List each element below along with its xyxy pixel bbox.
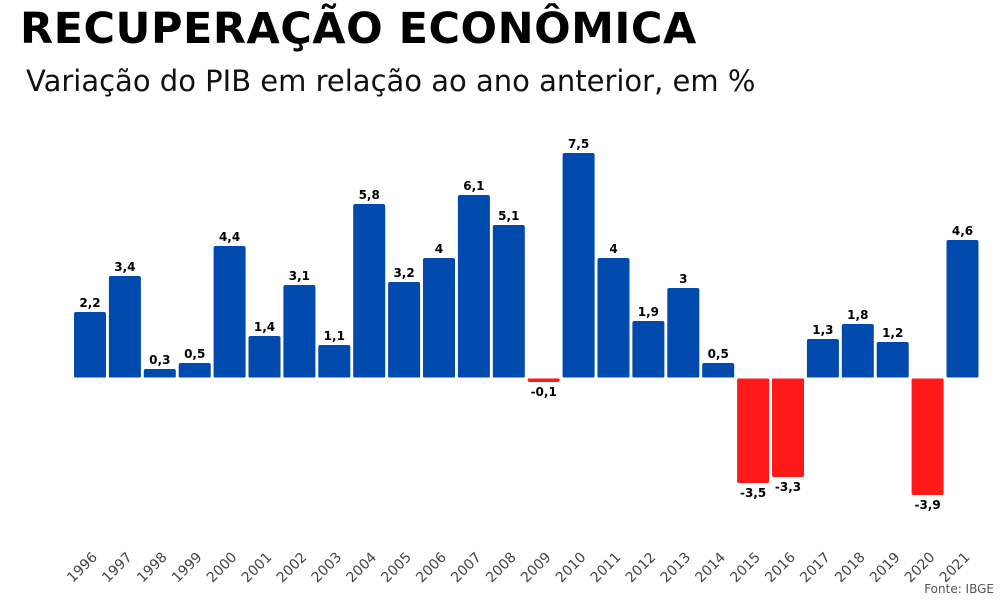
- value-label-2004: 5,8: [359, 188, 380, 202]
- x-tick-1999: 1999: [169, 550, 206, 587]
- x-tick-2005: 2005: [378, 550, 415, 587]
- x-tick-2011: 2011: [588, 550, 625, 587]
- x-tick-2000: 2000: [204, 550, 241, 587]
- x-tick-1998: 1998: [134, 550, 171, 587]
- x-tick-2002: 2002: [274, 550, 311, 587]
- value-label-2012: 1,9: [638, 305, 659, 319]
- value-label-2010: 7,5: [568, 137, 589, 151]
- x-tick-2015: 2015: [727, 550, 764, 587]
- value-label-2018: 1,8: [847, 308, 868, 322]
- bar-2015: [737, 378, 770, 483]
- bar-2018: [841, 324, 874, 378]
- x-tick-2008: 2008: [483, 550, 520, 587]
- source-note: Fonte: IBGE: [924, 582, 994, 596]
- bar-1997: [108, 276, 141, 378]
- value-label-2000: 4,4: [219, 230, 240, 244]
- bar-2011: [597, 258, 630, 378]
- value-label-1996: 2,2: [79, 296, 100, 310]
- value-label-1999: 0,5: [184, 347, 205, 361]
- x-tick-2018: 2018: [832, 550, 869, 587]
- value-label-2015: -3,5: [740, 486, 766, 500]
- bar-2014: [702, 363, 735, 378]
- value-label-2007: 6,1: [463, 179, 484, 193]
- bar-2002: [283, 285, 316, 378]
- bar-2003: [318, 345, 351, 378]
- x-tick-2010: 2010: [553, 550, 590, 587]
- x-tick-2017: 2017: [797, 550, 834, 587]
- value-label-2016: -3,3: [775, 480, 801, 494]
- bar-1998: [143, 369, 176, 378]
- x-tick-2021: 2021: [937, 550, 974, 587]
- bar-2017: [806, 339, 839, 378]
- chart-subtitle: Variação do PIB em relação ao ano anteri…: [26, 64, 756, 98]
- bar-2001: [248, 336, 281, 378]
- value-label-2013: 3: [679, 272, 687, 286]
- x-tick-1997: 1997: [99, 550, 136, 587]
- value-label-2020: -3,9: [914, 498, 940, 512]
- bar-2012: [632, 321, 665, 378]
- bar-2005: [388, 282, 421, 378]
- bar-2000: [213, 246, 246, 378]
- bar-2009: [527, 378, 560, 382]
- x-tick-2019: 2019: [867, 550, 904, 587]
- x-tick-2013: 2013: [658, 550, 695, 587]
- bar-1996: [74, 312, 106, 378]
- value-label-2002: 3,1: [289, 269, 310, 283]
- bar-2004: [353, 204, 386, 378]
- x-tick-2014: 2014: [693, 549, 730, 586]
- x-tick-2020: 2020: [902, 550, 939, 587]
- value-label-2019: 1,2: [882, 326, 903, 340]
- value-label-2011: 4: [609, 242, 617, 256]
- x-tick-1996: 1996: [64, 549, 101, 586]
- value-label-2003: 1,1: [324, 329, 345, 343]
- x-tick-2009: 2009: [518, 550, 555, 587]
- value-label-2017: 1,3: [812, 323, 833, 337]
- x-tick-2003: 2003: [309, 550, 346, 587]
- x-tick-2007: 2007: [448, 550, 485, 587]
- bar-2006: [423, 258, 455, 378]
- bar-2008: [492, 225, 525, 378]
- value-label-2001: 1,4: [254, 320, 275, 334]
- value-label-2008: 5,1: [498, 209, 519, 223]
- x-tick-2004: 2004: [344, 549, 381, 586]
- value-label-2006: 4: [435, 242, 443, 256]
- value-label-1997: 3,4: [114, 260, 135, 274]
- bar-2007: [457, 195, 490, 378]
- bar-2010: [562, 153, 595, 378]
- bar-2013: [667, 288, 700, 378]
- x-tick-2001: 2001: [239, 550, 276, 587]
- x-tick-2006: 2006: [413, 549, 450, 586]
- bar-2021: [946, 240, 979, 378]
- bar-2020: [911, 378, 944, 495]
- value-label-2005: 3,2: [393, 266, 414, 280]
- value-label-2021: 4,6: [952, 224, 973, 238]
- value-label-2009: -0,1: [531, 385, 557, 399]
- value-label-1998: 0,3: [149, 353, 170, 367]
- bar-2016: [772, 378, 804, 477]
- value-label-2014: 0,5: [708, 347, 729, 361]
- bar-2019: [876, 342, 909, 378]
- x-tick-2012: 2012: [623, 550, 660, 587]
- x-tick-2016: 2016: [762, 549, 799, 586]
- bar-1999: [178, 363, 211, 378]
- chart-title: RECUPERAÇÃO ECONÔMICA: [20, 4, 697, 54]
